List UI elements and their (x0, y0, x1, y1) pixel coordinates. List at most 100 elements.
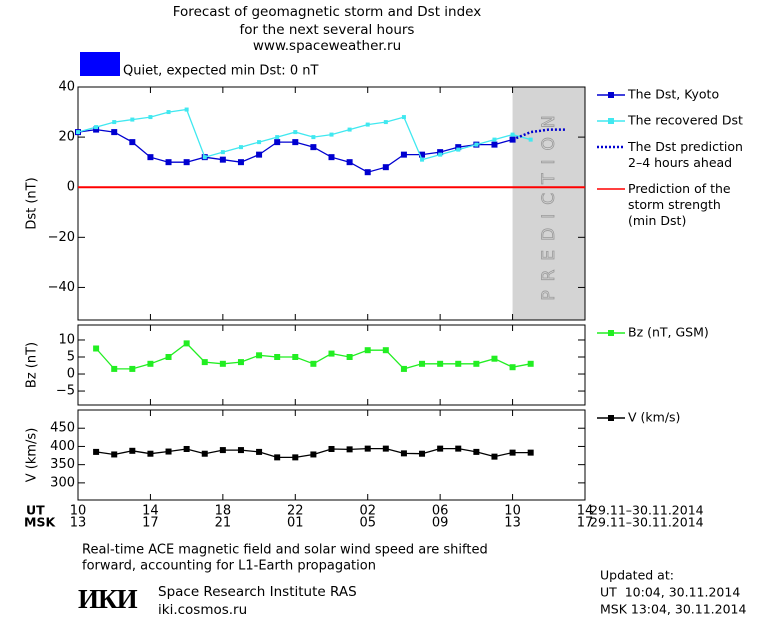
x-tick-label-msk: 13 (70, 516, 87, 531)
title-line: for the next several hours (240, 22, 415, 38)
y-tick-label: 20 (58, 130, 75, 145)
legend-marker (608, 118, 614, 124)
x-row-label: MSK (24, 515, 56, 530)
marker (509, 449, 516, 456)
status-text: Quiet, expected min Dst: 0 nT (123, 64, 318, 79)
marker (238, 145, 243, 150)
y-tick-label: 450 (50, 421, 75, 436)
marker (491, 355, 498, 362)
y-tick-label: 0 (67, 180, 75, 195)
marker (184, 107, 189, 112)
x-tick-label-msk: 17 (142, 516, 159, 531)
marker (256, 448, 263, 455)
y-tick-label: 5 (67, 350, 75, 365)
marker (346, 446, 353, 453)
marker (183, 340, 190, 347)
marker (220, 150, 225, 155)
x-tick-label: 22 (287, 504, 304, 519)
marker (347, 127, 352, 132)
series-line (512, 128, 567, 141)
prediction-label: PREDICTION (539, 106, 559, 300)
marker (328, 445, 335, 452)
x-tick-label-msk: 13 (504, 516, 521, 531)
marker (201, 450, 208, 457)
updated: UT 10:04, 30.11.2014 (600, 585, 740, 600)
marker (328, 350, 335, 357)
marker (419, 450, 426, 457)
marker (401, 115, 406, 120)
marker (256, 151, 263, 158)
y-tick-label: 40 (58, 80, 75, 95)
marker (111, 451, 118, 458)
x-tick-label-msk: 01 (287, 516, 304, 531)
marker (364, 169, 371, 176)
footnote: forward, accounting for L1-Earth propaga… (82, 559, 376, 574)
marker (111, 365, 118, 372)
y-axis-label: Bz (nT) (25, 342, 40, 388)
marker (346, 159, 353, 166)
marker (219, 156, 226, 163)
legend-label: The Dst, Kyoto (627, 87, 719, 102)
series-line (77, 108, 531, 161)
series-line (77, 128, 513, 173)
marker (420, 157, 425, 162)
marker (274, 139, 281, 146)
marker (509, 364, 516, 371)
x-tick-label: 02 (359, 504, 376, 519)
marker (474, 142, 479, 147)
y-tick-label: 350 (50, 457, 75, 472)
marker (293, 130, 298, 135)
panel-frame (77, 86, 586, 321)
marker (237, 447, 244, 454)
marker (274, 454, 281, 461)
marker (509, 136, 516, 143)
marker (129, 365, 136, 372)
legend-marker (608, 415, 614, 421)
x-tick-label-msk: 21 (215, 516, 232, 531)
marker (510, 132, 515, 137)
footnote: Real-time ACE magnetic field and solar w… (82, 543, 488, 558)
y-tick-label: 400 (50, 439, 75, 454)
y-tick-label: −5 (56, 384, 75, 399)
date-range: 29.11–30.11.2014 (590, 503, 704, 518)
marker (400, 450, 407, 457)
prediction-band (512, 87, 585, 320)
logo: ИКИ (78, 584, 138, 614)
marker (219, 447, 226, 454)
marker (166, 110, 171, 115)
legend-label: V (km/s) (628, 410, 680, 425)
marker (437, 360, 444, 367)
marker (94, 125, 99, 130)
marker (491, 453, 498, 460)
marker (419, 151, 426, 158)
marker (382, 445, 389, 452)
marker (310, 451, 317, 458)
marker (148, 115, 153, 120)
marker (219, 360, 226, 367)
marker (147, 360, 154, 367)
marker (111, 129, 118, 136)
x-tick-label: 10 (504, 504, 521, 519)
marker (183, 159, 190, 166)
y-axis-label: V (km/s) (25, 428, 40, 483)
marker (256, 352, 263, 359)
marker (383, 120, 388, 125)
marker (400, 365, 407, 372)
institute: Space Research Institute RAS (158, 584, 357, 600)
marker (147, 450, 154, 457)
marker (382, 347, 389, 354)
y-tick-label: 0 (67, 367, 75, 382)
updated: Updated at: (600, 568, 674, 583)
marker (364, 445, 371, 452)
marker (292, 354, 299, 360)
marker (130, 117, 135, 122)
marker (129, 447, 136, 454)
x-tick-label-msk: 09 (432, 516, 449, 531)
marker (455, 360, 462, 367)
marker (93, 345, 100, 352)
marker (382, 164, 389, 171)
marker (93, 126, 100, 133)
marker (365, 122, 370, 127)
marker (165, 354, 172, 360)
